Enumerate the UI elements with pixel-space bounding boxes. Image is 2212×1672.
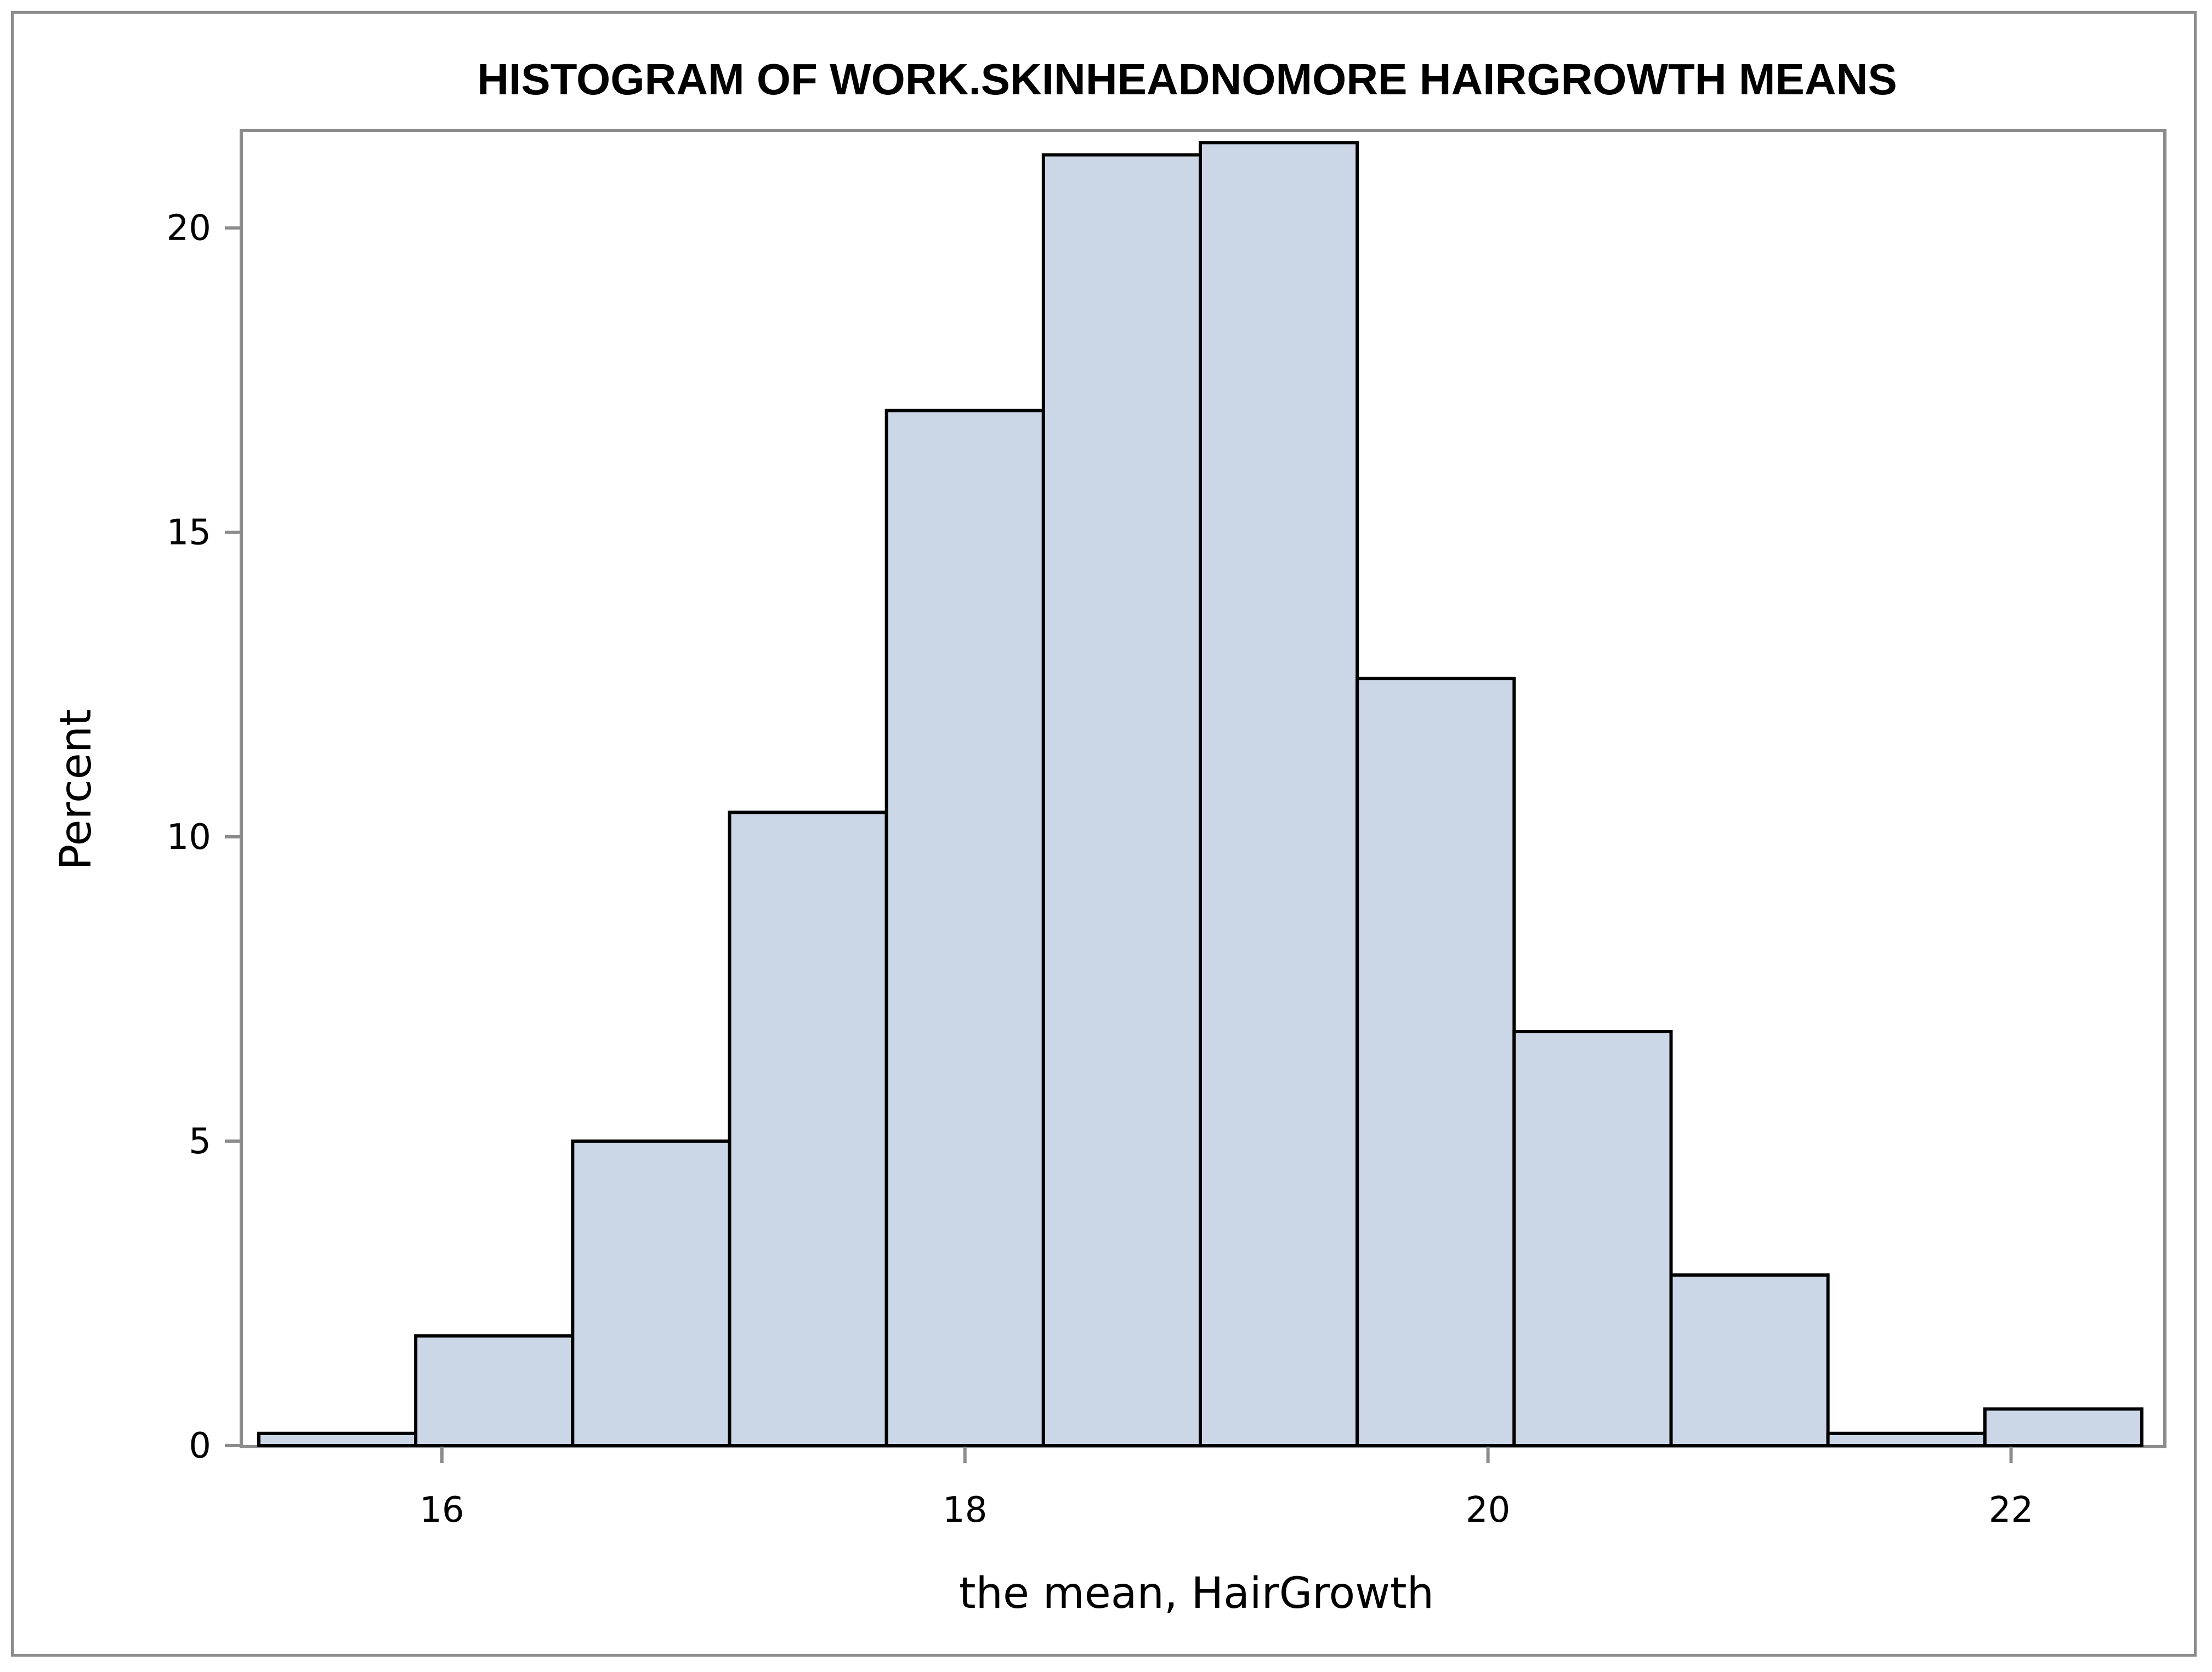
x-tick-label: 22 xyxy=(1989,1490,2033,1531)
y-axis: 0 5 10 15 20 xyxy=(167,208,241,1466)
y-tick-label: 15 xyxy=(167,513,211,553)
x-tick-label: 16 xyxy=(419,1490,464,1531)
x-axis-label: the mean, HairGrowth xyxy=(959,1569,1434,1618)
histogram-bar-3 xyxy=(571,1139,731,1448)
histogram-bar-7 xyxy=(1199,141,1359,1448)
histogram-bar-11 xyxy=(1826,1431,1987,1448)
histogram-bar-6 xyxy=(1041,153,1203,1447)
x-axis: 16 18 20 22 xyxy=(419,1447,2033,1531)
histogram-bar-1 xyxy=(257,1431,418,1448)
x-tick-label: 18 xyxy=(943,1490,987,1531)
histogram-bar-10 xyxy=(1669,1273,1830,1448)
y-tick-label: 0 xyxy=(189,1426,211,1466)
y-tick-label: 20 xyxy=(167,208,211,249)
bars-layer xyxy=(257,141,2143,1448)
y-axis-label: Percent xyxy=(52,709,101,870)
histogram-bar-4 xyxy=(728,811,888,1447)
x-tick-label: 20 xyxy=(1466,1490,1510,1531)
chart-title: HISTOGRAM OF WORK.SKINHEADNOMORE HAIRGRO… xyxy=(477,55,1897,104)
histogram-bar-9 xyxy=(1512,1030,1673,1447)
histogram-bar-12 xyxy=(1983,1407,2143,1448)
y-tick-label: 10 xyxy=(167,817,211,858)
histogram-bar-2 xyxy=(414,1334,575,1448)
histogram-bar-8 xyxy=(1355,677,1516,1447)
y-tick-label: 5 xyxy=(189,1121,211,1162)
histogram-bar-5 xyxy=(884,409,1045,1447)
